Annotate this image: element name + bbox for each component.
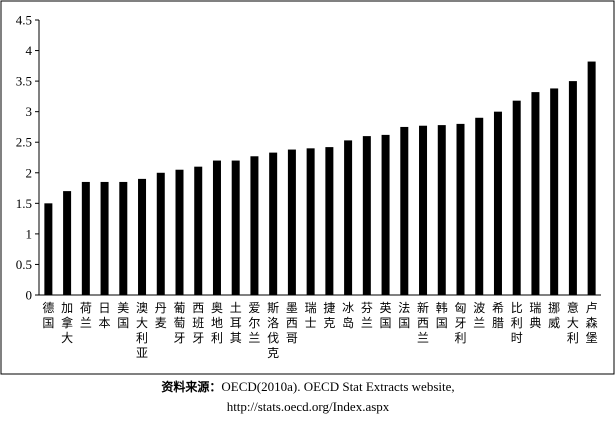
- bar: [531, 92, 540, 295]
- x-tick-label: 澳大利亚: [136, 301, 148, 360]
- x-tick-label: 奥地利: [211, 301, 223, 345]
- bar: [100, 181, 109, 295]
- x-tick-label: 韩国: [436, 300, 448, 330]
- bar: [381, 134, 390, 295]
- bar: [456, 123, 465, 295]
- bar: [194, 166, 203, 295]
- bar: [44, 203, 53, 295]
- bar: [362, 136, 371, 295]
- bar: [400, 126, 409, 295]
- x-tick-label: 美国: [117, 301, 129, 330]
- bar: [512, 100, 521, 296]
- bar: [138, 178, 147, 295]
- y-tick-label: 3: [26, 104, 33, 119]
- x-tick-label: 斯洛伐克: [267, 301, 279, 360]
- x-tick-label: 芬兰: [361, 301, 373, 330]
- x-tick-label: 瑞典: [529, 301, 541, 330]
- y-tick-label: 3.5: [16, 74, 32, 89]
- source-citation: OECD(2010a). OECD Stat Extracts website,: [221, 379, 455, 394]
- bar: [175, 169, 184, 295]
- y-tick-label: 4.5: [16, 13, 32, 28]
- y-tick-label: 2: [26, 165, 33, 180]
- x-tick-label: 日本: [99, 301, 111, 330]
- y-tick-label: 2.5: [16, 135, 32, 150]
- bar: [231, 160, 240, 295]
- x-tick-label: 墨西哥: [286, 301, 298, 345]
- bar: [344, 140, 353, 295]
- bar: [250, 156, 259, 295]
- x-tick-label: 土耳其: [230, 301, 242, 345]
- y-tick-label: 1.5: [16, 196, 32, 211]
- x-tick-label: 新西兰: [417, 300, 429, 345]
- bar: [63, 191, 72, 295]
- bar: [437, 125, 446, 295]
- chart-area: 0 0.5 1 1.5 2 2.5 3 3.5 4 4.5 德国 加拿大 荷兰 日本 美国 澳大利亚 丹麦 葡萄牙…: [0, 0, 615, 375]
- source-note: 资料来源：OECD(2010a). OECD Stat Extracts web…: [0, 377, 616, 416]
- x-tick-label: 比利时: [511, 301, 523, 345]
- bar: [568, 81, 577, 295]
- bar: [550, 88, 559, 295]
- bar: [493, 111, 502, 296]
- x-tick-label: 加拿大: [61, 301, 73, 345]
- x-tick-label: 匈牙利: [454, 301, 466, 345]
- bar: [475, 117, 484, 296]
- x-tick-label: 捷克: [323, 301, 335, 330]
- bar: [306, 148, 315, 295]
- x-tick-label: 希腊: [492, 300, 504, 330]
- bar: [156, 172, 165, 295]
- x-tick-label: 意大利: [567, 300, 579, 345]
- bar: [419, 125, 428, 295]
- x-tick-label: 葡萄牙: [173, 301, 185, 345]
- source-line-1: 资料来源：OECD(2010a). OECD Stat Extracts web…: [0, 377, 616, 397]
- x-tick-label: 荷兰: [80, 301, 92, 330]
- x-tick-label: 瑞士: [305, 301, 317, 330]
- bar-chart: 0 0.5 1 1.5 2 2.5 3 3.5 4 4.5 德国加拿大荷兰日本美国澳大利亚丹麦葡萄牙…: [0, 0, 615, 375]
- x-tick-label: 英国: [380, 301, 392, 330]
- x-tick-label: 爱尔兰: [248, 301, 260, 345]
- x-tick-label: 卢森堡: [586, 300, 598, 345]
- chart-border: [0, 0, 615, 375]
- bar: [81, 181, 90, 295]
- y-tick-label: 1: [26, 226, 33, 241]
- bar: [325, 147, 334, 295]
- source-prefix: 资料来源：: [161, 380, 222, 394]
- x-tick-label: 丹麦: [155, 301, 167, 330]
- source-url: http://stats.oecd.org/Index.aspx: [226, 399, 390, 414]
- bar: [587, 61, 596, 295]
- x-tick-label: 波兰: [473, 301, 485, 330]
- x-tick-label: 西班牙: [192, 301, 204, 345]
- bar: [119, 181, 128, 295]
- x-tick-label: 挪威: [548, 301, 560, 330]
- x-tick-label: 德国: [42, 300, 54, 330]
- bar: [212, 160, 221, 295]
- y-tick-label: 0: [26, 288, 33, 303]
- y-tick-label: 0.5: [16, 257, 32, 272]
- x-tick-label: 冰岛: [342, 301, 354, 330]
- bar: [287, 149, 296, 295]
- y-tick-label: 4: [26, 43, 33, 58]
- bar: [269, 152, 278, 295]
- x-tick-label: 法国: [398, 301, 410, 330]
